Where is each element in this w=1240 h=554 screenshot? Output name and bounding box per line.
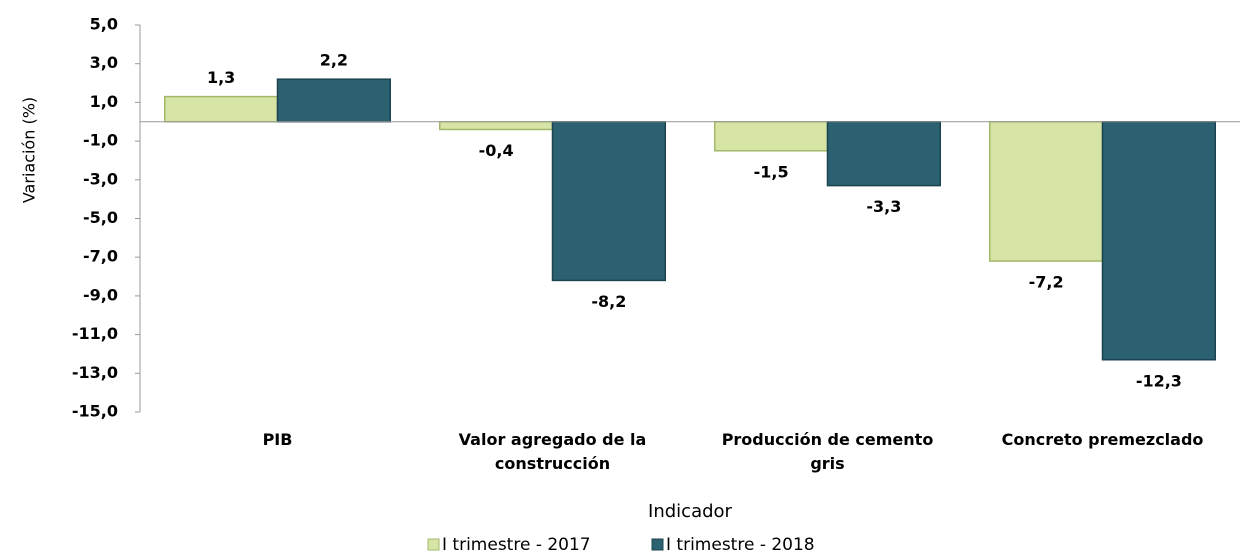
bar	[439, 121, 554, 131]
legend-swatch	[651, 538, 664, 551]
y-tick-label: -11,0	[72, 324, 118, 343]
y-axis-label: Variación (%)	[20, 97, 39, 203]
bar	[164, 95, 279, 123]
bar	[989, 121, 1104, 262]
x-tick-label: Valor agregado de la construcción	[458, 430, 647, 473]
value-label: -0,4	[479, 141, 514, 160]
bar	[1101, 121, 1216, 361]
value-label: -8,2	[591, 292, 626, 311]
x-tick-label: Concreto premezclado	[1001, 430, 1204, 449]
x-axis-label: Indicador	[648, 501, 733, 522]
legend-label: I trimestre - 2018	[666, 535, 815, 554]
value-label: -12,3	[1136, 371, 1182, 390]
value-label: -3,3	[866, 197, 901, 216]
y-tick-label: -15,0	[72, 402, 118, 421]
y-tick-label: -1,0	[83, 131, 118, 150]
y-tick-label: -3,0	[83, 169, 118, 188]
legend-label: I trimestre - 2017	[442, 535, 591, 554]
value-label: -1,5	[754, 162, 789, 181]
x-tick-label: PIB	[262, 430, 293, 449]
legend-swatch	[427, 538, 440, 551]
bar	[276, 78, 391, 123]
bar	[826, 121, 941, 187]
value-label: 1,3	[207, 68, 235, 87]
y-tick-label: -5,0	[83, 208, 118, 227]
value-label: -7,2	[1029, 273, 1064, 292]
y-tick-label: 1,0	[90, 92, 118, 111]
bar	[551, 121, 666, 282]
y-tick-label: 3,0	[90, 53, 118, 72]
y-tick-label: -13,0	[72, 363, 118, 382]
x-tick-label: Producción de cemento gris	[721, 430, 934, 473]
y-tick-label: 5,0	[90, 15, 118, 34]
value-label: 2,2	[320, 51, 348, 70]
bar	[714, 121, 829, 152]
y-tick-label: -9,0	[83, 285, 118, 304]
y-tick-label: -7,0	[83, 247, 118, 266]
